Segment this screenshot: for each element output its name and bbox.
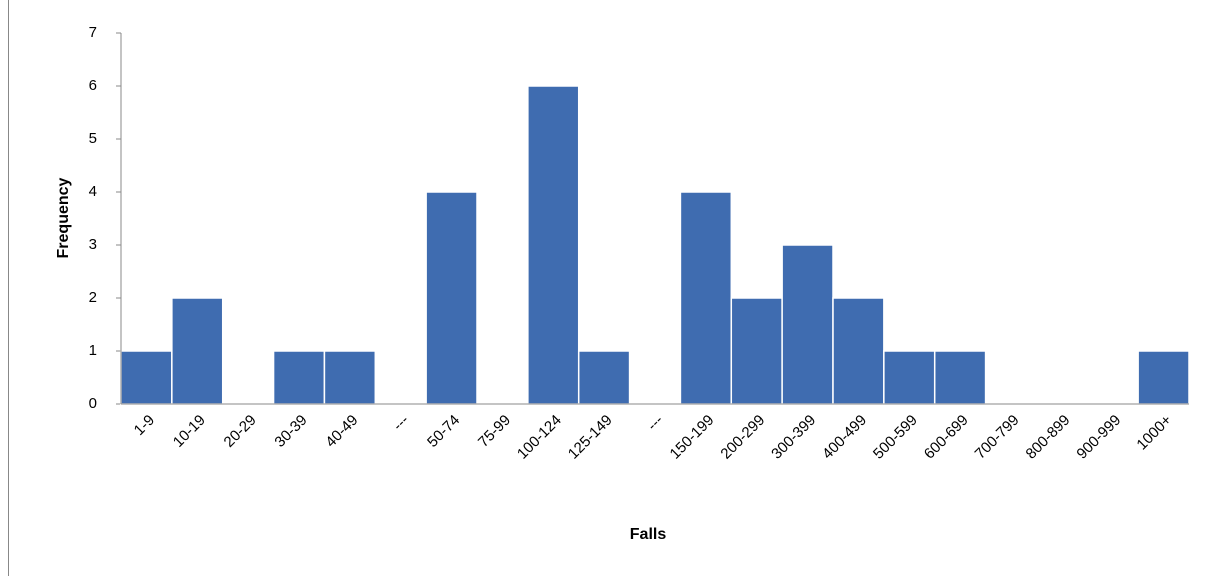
bar (272, 350, 326, 405)
x-tick-label: 100-124 (514, 412, 565, 463)
bar (883, 350, 936, 405)
x-tick-label: 75-99 (475, 412, 514, 451)
y-tick-label: 7 (89, 24, 97, 41)
y-tick-label: 6 (89, 77, 97, 94)
y-tick-label: 3 (89, 236, 97, 253)
x-tick-label: 500-599 (870, 412, 921, 463)
bar (933, 350, 987, 405)
x-tick-label: 125-149 (565, 412, 616, 463)
x-tick-label: 300-399 (768, 412, 819, 463)
bar (577, 350, 631, 405)
x-tick-label: 700-799 (972, 412, 1023, 463)
x-tick-label: 600-699 (921, 412, 972, 463)
y-tick-label: 0 (89, 395, 97, 412)
x-tick-label: 50-74 (424, 412, 463, 451)
bar (832, 297, 885, 405)
x-tick-label: 150-199 (667, 412, 718, 463)
x-tick-label: 10-19 (170, 412, 209, 451)
bar (527, 85, 580, 405)
x-tick-label: 200-299 (717, 412, 768, 463)
bar (730, 297, 783, 405)
bar (679, 191, 733, 405)
x-tick-label: 1-9 (131, 412, 158, 439)
x-tick-label: --- (390, 412, 413, 435)
x-tick-label: 40-49 (322, 412, 361, 451)
bar (425, 191, 478, 405)
bar (781, 244, 834, 405)
x-tick-label: 400-499 (819, 412, 870, 463)
y-tick-label: 2 (89, 289, 97, 306)
x-tick-label: 1000+ (1133, 411, 1175, 453)
x-axis-title: Falls (630, 526, 667, 543)
bar (1137, 350, 1190, 405)
x-tick-label: 20-29 (221, 412, 260, 451)
x-tick-label: --- (644, 412, 667, 435)
y-tick-label: 5 (89, 130, 97, 147)
x-tick-label: 900-999 (1073, 412, 1124, 463)
x-tick-label: 800-899 (1023, 412, 1074, 463)
y-tick-label: 1 (89, 342, 97, 359)
y-tick-label: 4 (89, 183, 97, 200)
bar (323, 350, 377, 405)
y-axis-title: Frequency (55, 177, 72, 258)
bar (171, 297, 224, 405)
bar (120, 350, 173, 405)
x-tick-label: 30-39 (271, 412, 310, 451)
